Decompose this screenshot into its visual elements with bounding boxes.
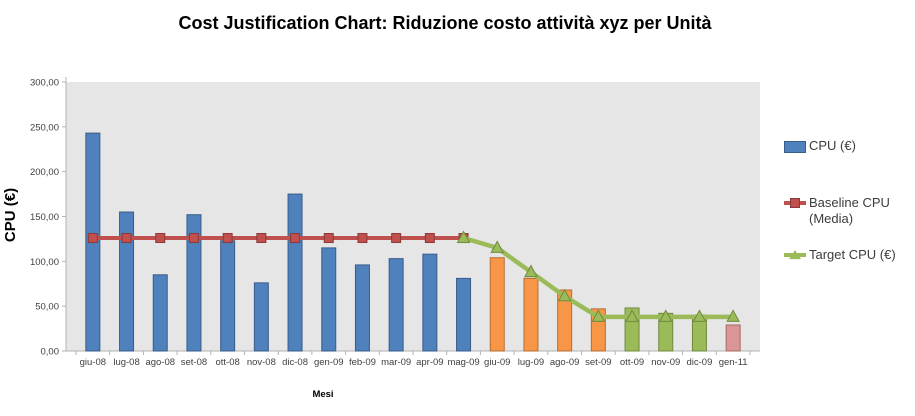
baseline-marker (256, 233, 267, 244)
bar-lug-08 (119, 211, 135, 352)
x-category-label: lug-09 (518, 357, 544, 368)
x-category-label: dic-08 (282, 357, 308, 368)
target-marker (726, 309, 740, 322)
x-category-label: nov-09 (651, 357, 680, 368)
x-category-label: set-09 (585, 357, 611, 368)
target-marker (625, 309, 639, 322)
x-category-label: ago-08 (145, 357, 175, 368)
x-category-label: ott-08 (216, 357, 240, 368)
y-tick-label: 150,00 (30, 212, 59, 223)
bar-lug-09 (523, 277, 539, 352)
x-category-label: feb-09 (349, 357, 376, 368)
legend-label-target: Target CPU (€) (809, 247, 896, 262)
x-category-label: giu-08 (80, 357, 106, 368)
x-category-label: giu-09 (484, 357, 510, 368)
target-marker (456, 230, 471, 244)
legend-label-baseline: Baseline CPU (Media) (809, 195, 890, 226)
baseline-line-swatch-icon (784, 198, 806, 208)
bar-swatch-icon (784, 141, 806, 153)
y-tick-label: 0,00 (41, 347, 60, 358)
target-marker (591, 309, 606, 322)
bar-ago-08 (152, 274, 168, 352)
target-marker (692, 309, 707, 322)
legend-item-target: Target CPU (€) (784, 247, 896, 263)
legend-label-cpu: CPU (€) (809, 138, 856, 153)
target-marker (557, 288, 572, 302)
x-axis-title: Mesi (312, 389, 334, 400)
target-marker (490, 240, 505, 253)
bar-apr-09 (422, 253, 438, 352)
target-marker (524, 264, 538, 278)
baseline-marker (87, 233, 98, 244)
baseline-marker (323, 233, 334, 244)
bar-mag-09 (456, 277, 472, 352)
baseline-marker (391, 233, 402, 244)
x-category-label: ago-09 (550, 357, 580, 368)
x-category-label: ott-09 (620, 357, 644, 368)
bar-dic-08 (287, 193, 303, 352)
plot-area (66, 82, 760, 351)
x-category-label: gen-11 (719, 357, 748, 368)
baseline-marker (155, 233, 166, 244)
bar-feb-09 (354, 264, 370, 352)
target-line-swatch-icon (784, 250, 806, 260)
bar-gen-09 (321, 247, 337, 352)
baseline-marker (188, 233, 199, 244)
bar-ott-08 (220, 240, 236, 352)
bar-set-08 (186, 214, 202, 352)
baseline-marker (121, 233, 132, 244)
x-category-label: apr-09 (416, 357, 443, 368)
baseline-marker (357, 233, 368, 244)
y-tick-label: 250,00 (30, 122, 59, 133)
target-marker (658, 309, 673, 322)
y-tick-label: 300,00 (30, 78, 59, 89)
y-tick-label: 100,00 (30, 257, 59, 268)
baseline-marker (290, 233, 301, 244)
x-category-label: mag-09 (447, 357, 479, 368)
baseline-marker (222, 233, 233, 244)
x-category-label: mar-09 (381, 357, 411, 368)
bar-giu-09 (489, 257, 505, 352)
x-category-label: set-08 (181, 357, 207, 368)
x-category-label: dic-09 (687, 357, 713, 368)
legend-item-baseline: Baseline CPU (Media) (784, 195, 904, 227)
x-category-label: nov-08 (247, 357, 276, 368)
bar-nov-08 (253, 282, 269, 352)
bar-mar-09 (388, 258, 404, 352)
x-category-label: lug-08 (113, 357, 139, 368)
y-tick-label: 200,00 (30, 167, 59, 178)
x-category-label: gen-09 (314, 357, 344, 368)
chart-title: Cost Justification Chart: Riduzione cost… (178, 13, 712, 33)
legend-item-cpu: CPU (€) (784, 138, 856, 154)
y-tick-label: 50,00 (35, 302, 59, 313)
baseline-marker (424, 233, 435, 244)
bar-gen-11 (725, 324, 741, 352)
